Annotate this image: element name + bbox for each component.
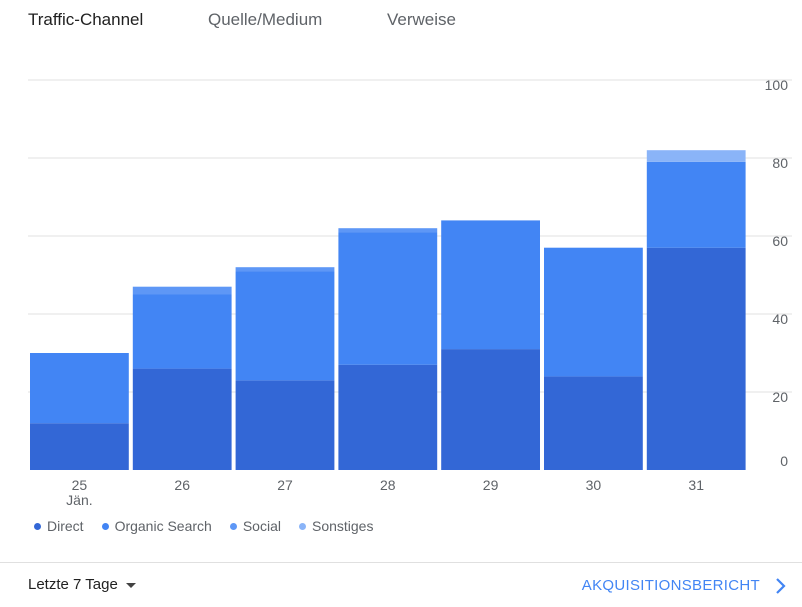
card-footer: Letzte 7 Tage AKQUISITIONSBERICHT	[0, 562, 802, 607]
chart-legend: Direct Organic Search Social Sonstiges	[34, 518, 391, 534]
bar-segment	[235, 271, 335, 381]
bar-segment	[544, 376, 643, 470]
legend-dot-icon	[298, 522, 306, 530]
legend-item: Organic Search	[101, 518, 212, 534]
legend-label: Direct	[47, 518, 84, 534]
bar-segment	[30, 353, 129, 424]
tab-traffic-channel[interactable]: Traffic-Channel	[28, 10, 144, 29]
bar-segment	[441, 349, 540, 470]
x-tick-label: 29	[483, 477, 499, 493]
legend-label: Social	[242, 518, 281, 534]
legend-item: Sonstiges	[298, 518, 374, 534]
tab-bar: Traffic-Channel Quelle/Medium Verweise	[0, 0, 802, 42]
bar-segment	[441, 220, 540, 350]
bar-segment	[30, 423, 129, 470]
bar-segment	[544, 247, 643, 377]
bar-segment	[338, 228, 438, 233]
x-tick-label: 30	[586, 477, 602, 493]
date-range-label: Letzte 7 Tage	[28, 576, 118, 593]
legend-dot-icon	[34, 522, 41, 530]
legend-item: Direct	[34, 518, 84, 534]
tab-referrals[interactable]: Verweise	[387, 10, 456, 29]
x-tick-label: 28	[380, 477, 396, 493]
bar-segment	[132, 294, 232, 369]
bar-segment	[338, 364, 438, 470]
bar-segment	[235, 380, 335, 470]
tab-source-medium[interactable]: Quelle/Medium	[208, 10, 323, 29]
x-tick-sublabel: Jän.	[66, 492, 92, 508]
y-tick-label: 100	[765, 77, 789, 93]
bar-segment	[338, 232, 438, 365]
bar-segment	[132, 286, 232, 295]
bar-segment	[132, 368, 232, 470]
bar-segment	[646, 150, 746, 162]
y-tick-label: 60	[772, 233, 788, 249]
y-tick-label: 0	[780, 453, 788, 469]
legend-dot-icon	[229, 522, 237, 530]
legend-dot-icon	[101, 522, 109, 530]
bar-segment	[235, 267, 335, 272]
y-tick-label: 80	[772, 155, 788, 171]
x-tick-label: 26	[174, 477, 190, 493]
legend-item: Social	[229, 518, 281, 534]
date-range-selector[interactable]: Letzte 7 Tage	[28, 576, 136, 593]
bar-segment	[646, 247, 746, 470]
bar-segment	[646, 161, 746, 248]
chevron-right-icon[interactable]	[774, 577, 788, 595]
caret-down-icon	[125, 583, 136, 588]
x-tick-label: 27	[277, 477, 293, 493]
y-tick-label: 20	[772, 389, 788, 405]
legend-label: Sonstiges	[311, 518, 374, 534]
y-tick-label: 40	[772, 311, 788, 327]
x-tick-label: 31	[688, 477, 704, 493]
acquisition-report-link[interactable]: AKQUISITIONSBERICHT	[581, 577, 760, 594]
x-tick-label: 25	[72, 477, 88, 493]
legend-label: Organic Search	[114, 518, 212, 534]
